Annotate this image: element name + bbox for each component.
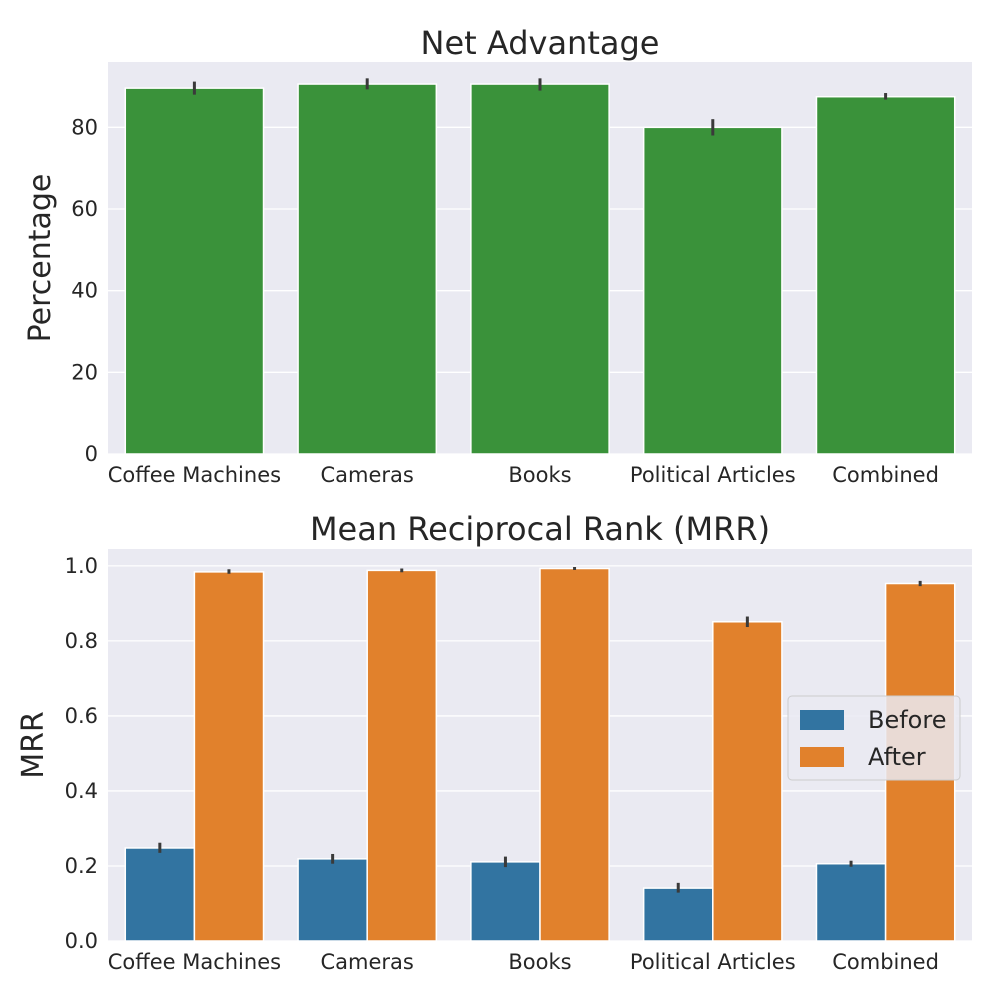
x-tick-label: Books	[508, 950, 571, 974]
y-axis-label: Percentage	[23, 174, 58, 343]
y-tick-label: 0.8	[65, 629, 98, 653]
bar-before	[642, 887, 714, 942]
bar-value	[642, 126, 783, 455]
bar-after	[539, 567, 610, 942]
y-tick-label: 1.0	[65, 554, 98, 578]
bar-after	[712, 621, 783, 942]
legend-swatch	[800, 747, 844, 767]
legend-label: Before	[868, 706, 946, 734]
mrr-chart: 0.0 0.2 0.4 0.6 0.8 1.0 Mean Reciprocal Rank (…	[16, 510, 972, 974]
x-tick-label: Political Articles	[630, 463, 796, 487]
chart-title: Net Advantage	[421, 24, 660, 62]
y-tick-label: 0.2	[65, 854, 98, 878]
legend-swatch	[800, 710, 844, 730]
net-advantage-chart: 0 20 40 60 80 Net Advantage Percentage Coffee M…	[23, 24, 972, 487]
bar-value	[470, 83, 610, 455]
bar-before	[815, 862, 887, 942]
x-tick-label: Combined	[832, 950, 939, 974]
x-tick-label: Cameras	[321, 950, 414, 974]
x-tick-label: Coffee Machines	[108, 950, 281, 974]
y-tick-label: 40	[71, 279, 98, 303]
legend: Before After	[787, 695, 961, 781]
y-tick-label: 60	[71, 197, 98, 221]
bar-after	[193, 571, 265, 942]
bar-value	[815, 95, 956, 455]
y-tick-label: 0.6	[65, 704, 98, 728]
x-tick-label: Combined	[832, 463, 939, 487]
bar-before	[297, 858, 368, 942]
y-tick-label: 0.4	[65, 779, 98, 803]
bar-value	[297, 83, 438, 455]
x-tick-label: Cameras	[321, 463, 414, 487]
x-tick-label: Books	[508, 463, 571, 487]
bar-before	[124, 847, 196, 942]
y-tick-label: 0.0	[65, 929, 98, 953]
x-tick-label: Political Articles	[630, 950, 796, 974]
x-tick-label: Coffee Machines	[108, 463, 281, 487]
chart-title: Mean Reciprocal Rank (MRR)	[310, 510, 770, 548]
legend-label: After	[868, 743, 926, 771]
bar-after	[366, 569, 438, 942]
y-tick-label: 20	[71, 360, 98, 384]
bar-value	[124, 87, 265, 455]
y-axis-label: MRR	[16, 711, 51, 779]
y-tick-label: 80	[71, 115, 98, 139]
bar-before	[470, 861, 541, 942]
y-tick-label: 0	[85, 442, 98, 466]
